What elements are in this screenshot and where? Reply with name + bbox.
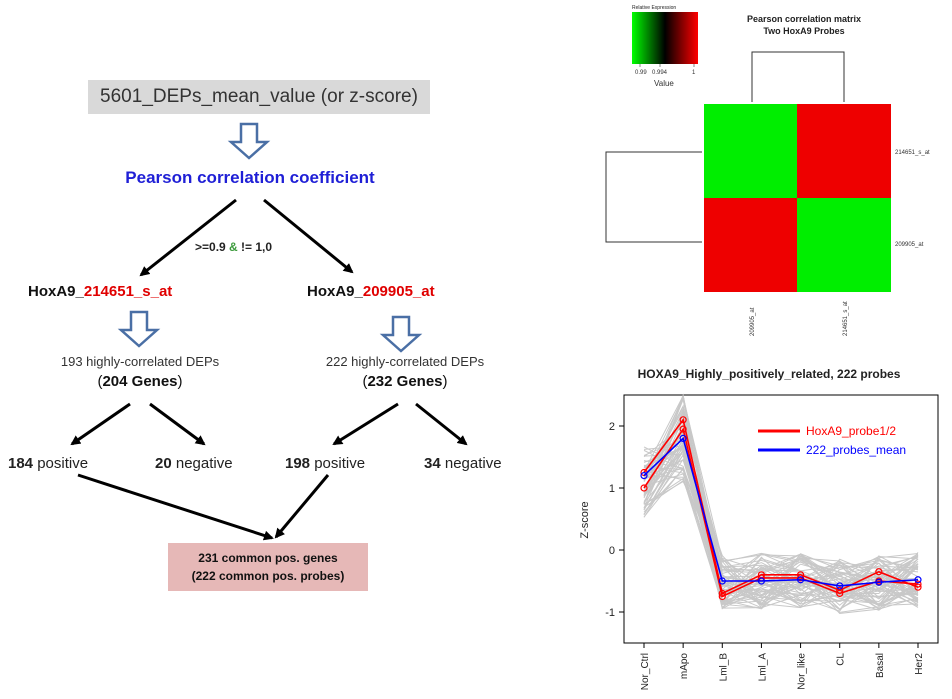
- legend-label: HoxA9_probe1/2: [806, 424, 896, 438]
- x-tick-label: Nor_like: [797, 653, 808, 690]
- data-point: [796, 576, 805, 584]
- source-box: 5601_DEPs_mean_value (or z-score): [88, 80, 430, 114]
- method-label: Pearson correlation coefficient: [125, 168, 375, 187]
- data-point: [718, 577, 726, 585]
- series-line: [643, 417, 919, 595]
- probe-line: [643, 479, 919, 614]
- left-negative-label: 20 negative: [155, 455, 233, 472]
- data-point: [679, 434, 687, 443]
- arrow-to-left-probe: [139, 198, 237, 277]
- x-tick-label: Lml_A: [757, 653, 768, 682]
- col-label-2: 214651_s_at: [843, 301, 849, 336]
- legend-label: 222_probes_mean: [806, 443, 906, 457]
- data-point: [914, 580, 922, 588]
- x-axis: Nor_Ctrl mApo Lml_B Lml_A Nor_like CL Basal Her…: [640, 643, 925, 690]
- common-probes-label: (222 common pos. probes): [191, 569, 345, 583]
- correlation-heatmap: Relative Expression 0.99 0.994 1 Value P…: [605, 5, 930, 336]
- key-tick-2: 1: [692, 70, 696, 76]
- x-tick-label: Her2: [914, 653, 925, 675]
- x-tick-label: Nor_Ctrl: [640, 653, 651, 690]
- threshold-label: >=0.9 & != 1,0: [195, 240, 273, 254]
- heatmap-cell-2-1: [704, 198, 797, 292]
- y-tick-label: 0: [609, 545, 615, 557]
- chart-title: HOXA9_Highly_positively_related, 222 pro…: [638, 367, 901, 381]
- data-point: [718, 592, 726, 601]
- x-tick-label: Basal: [875, 653, 886, 678]
- arrow-right-negative: [415, 402, 468, 446]
- data-point: [914, 576, 922, 584]
- row-label-2: 209905_at: [895, 242, 924, 248]
- y-axis: -1 0 1 2: [605, 421, 624, 619]
- data-point: [679, 425, 687, 433]
- data-point: [875, 578, 883, 586]
- right-genes-label: (232 Genes): [362, 373, 448, 390]
- x-tick-label: Lml_B: [718, 653, 729, 682]
- arrow-left-positive: [70, 402, 131, 446]
- column-dendrogram: [751, 51, 845, 102]
- key-ticks: 0.99 0.994 1: [635, 64, 696, 76]
- x-tick-label: mApo: [679, 653, 690, 680]
- left-deps-label: 193 highly-correlated DEPs: [60, 354, 220, 369]
- heatmap-title-2: Two HoxA9 Probes: [763, 26, 844, 36]
- down-arrow-1: [227, 122, 271, 160]
- right-probe-label: HoxA9_209905_at: [307, 283, 435, 300]
- key-tick-0: 0.99: [635, 70, 647, 76]
- arrow-right-positive: [332, 402, 399, 446]
- down-arrow-3: [379, 315, 423, 353]
- arrow-left-to-common: [77, 473, 274, 541]
- probe-line: [643, 393, 919, 609]
- data-point: [836, 582, 844, 590]
- probe-line: [643, 439, 919, 607]
- data-point: [679, 416, 687, 424]
- arrow-left-negative: [149, 402, 206, 446]
- flow-arrows: [70, 122, 468, 541]
- zscore-line-chart: HOXA9_Highly_positively_related, 222 pro…: [579, 367, 939, 690]
- y-axis-label: Z-score: [579, 501, 591, 538]
- left-genes-label: (204 Genes): [97, 373, 183, 390]
- key-label: Value: [654, 79, 674, 88]
- left-positive-label: 184 positive: [8, 455, 89, 472]
- data-point: [640, 471, 648, 480]
- color-key: [632, 12, 698, 64]
- heatmap-title-1: Pearson correlation matrix: [747, 14, 861, 24]
- x-tick-label: CL: [836, 653, 847, 666]
- left-probe-label: HoxA9_214651_s_at: [28, 283, 173, 300]
- right-negative-label: 34 negative: [424, 455, 502, 472]
- source-label: 5601_DEPs_mean_value (or z-score): [100, 86, 418, 107]
- key-tick-1: 0.994: [652, 70, 668, 76]
- series-3: [640, 434, 922, 590]
- key-title: Relative Expression: [632, 5, 676, 11]
- right-deps-label: 222 highly-correlated DEPs: [325, 354, 485, 369]
- data-point: [914, 583, 922, 591]
- y-tick-label: 1: [609, 483, 615, 495]
- heatmap-cell-2-2: [797, 198, 891, 292]
- arrow-to-right-probe: [263, 198, 354, 274]
- right-positive-label: 198 positive: [285, 455, 366, 472]
- common-genes-label: 231 common pos. genes: [198, 551, 338, 565]
- data-point: [875, 568, 883, 576]
- down-arrow-2: [117, 310, 161, 348]
- col-label-1: 209905_at: [750, 307, 756, 336]
- data-point: [757, 577, 766, 585]
- heatmap-cell-1-1: [704, 104, 797, 198]
- row-label-1: 214651_s_at: [895, 150, 930, 156]
- data-point: [836, 589, 844, 597]
- chart-legend: HoxA9_probe1/2 222_probes_mean: [758, 424, 906, 457]
- y-tick-label: -1: [605, 607, 615, 619]
- arrow-right-to-common: [274, 474, 330, 539]
- heatmap-cell-1-2: [797, 104, 891, 198]
- probe-line: [643, 411, 919, 606]
- row-dendrogram: [605, 151, 702, 243]
- probe-line: [643, 459, 919, 596]
- common-box: 231 common pos. genes (222 common pos. p…: [168, 543, 368, 591]
- data-point: [640, 484, 648, 492]
- series-line: [643, 436, 919, 587]
- probe-line: [643, 453, 919, 607]
- y-tick-label: 2: [609, 421, 615, 433]
